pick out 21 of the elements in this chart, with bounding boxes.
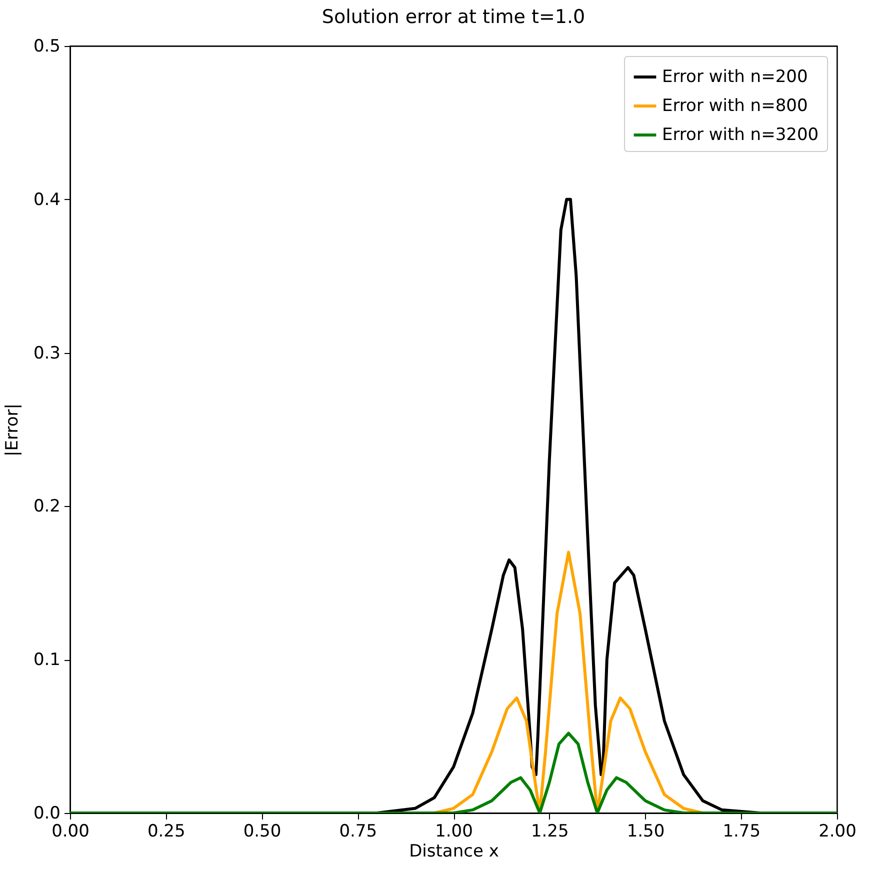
x-tick-label: 1.50 xyxy=(626,822,665,842)
y-tick-label: 0.0 xyxy=(33,804,60,824)
legend-label: Error with n=200 xyxy=(662,67,808,87)
x-tick-label: 1.25 xyxy=(530,822,569,842)
y-tick-label: 0.3 xyxy=(33,343,60,364)
x-tick-label: 1.00 xyxy=(435,822,473,842)
y-tick-label: 0.1 xyxy=(33,650,60,670)
y-tick-label: 0.4 xyxy=(33,190,60,210)
y-axis-title: |Error| xyxy=(2,404,22,456)
x-axis-title: Distance x xyxy=(409,842,499,862)
y-tick-label: 0.5 xyxy=(33,36,60,56)
x-tick-label: 0.75 xyxy=(339,822,378,842)
x-tick-label: 0.25 xyxy=(147,822,186,842)
x-tick-label: 1.75 xyxy=(722,822,761,842)
legend-label: Error with n=800 xyxy=(662,96,808,116)
chart-title: Solution error at time t=1.0 xyxy=(322,6,586,28)
legend-label: Error with n=3200 xyxy=(662,125,819,145)
x-tick-label: 0.50 xyxy=(243,822,282,842)
x-tick-label: 2.00 xyxy=(818,822,856,842)
x-tick-label: 0.00 xyxy=(52,822,90,842)
y-tick-label: 0.2 xyxy=(33,496,60,517)
